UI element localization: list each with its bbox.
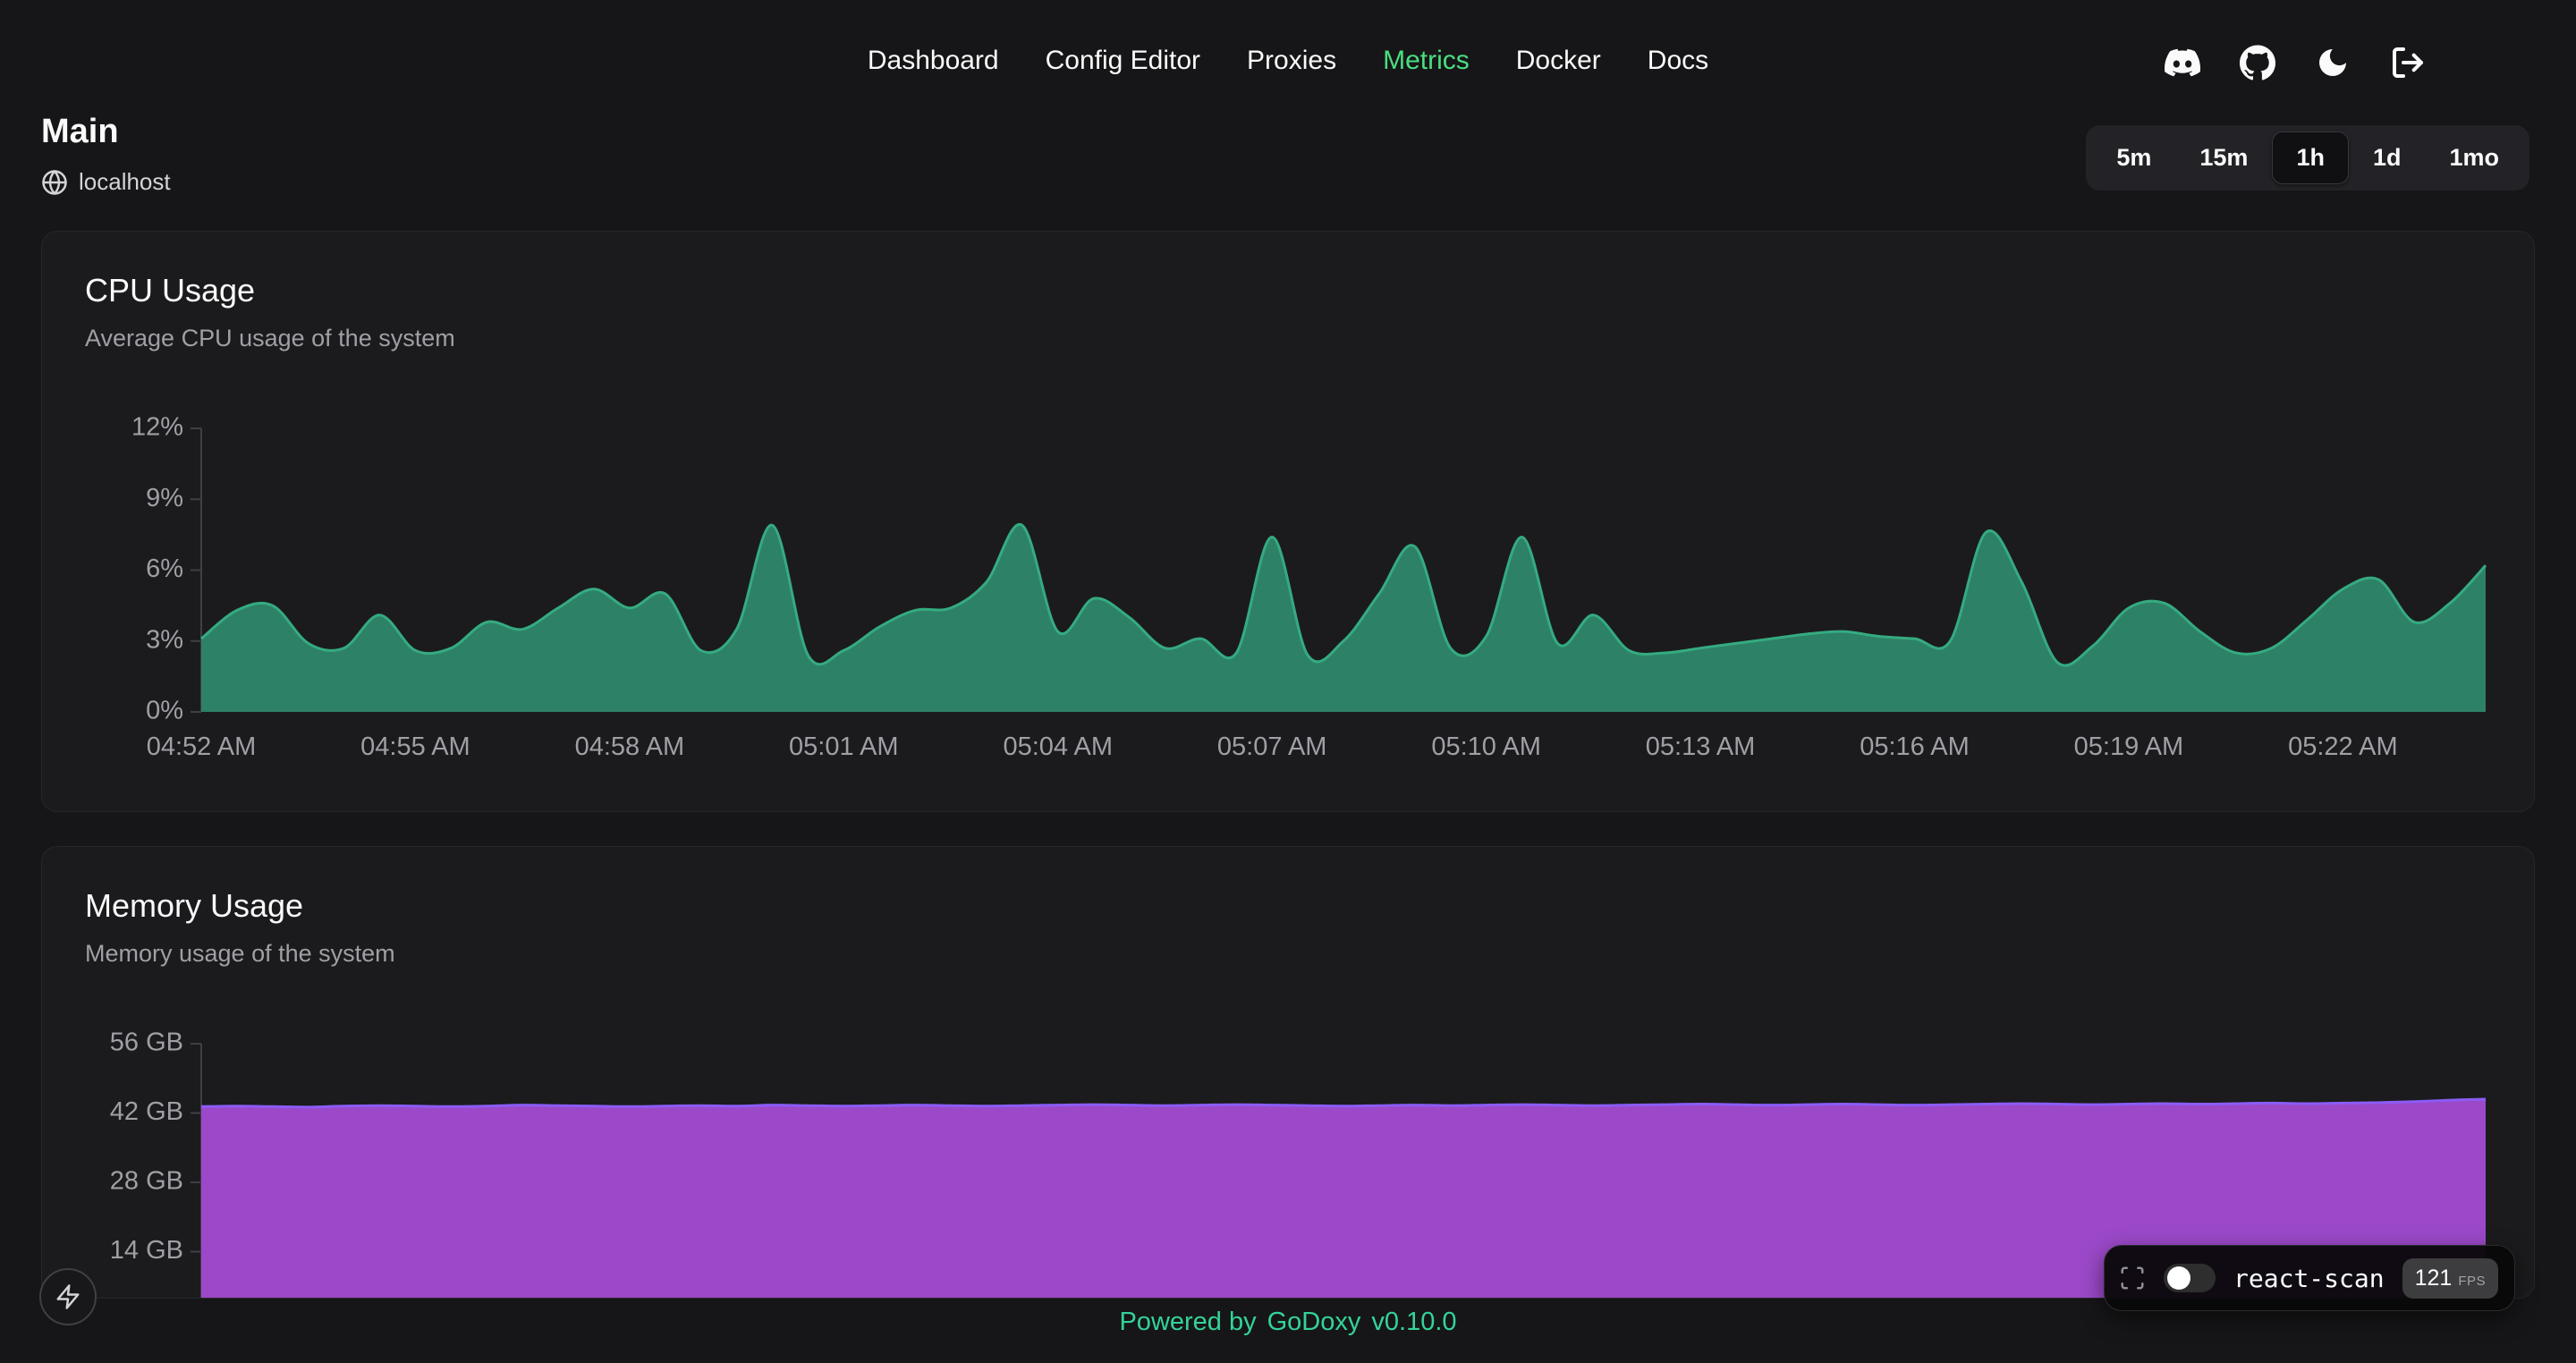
toggle-knob <box>2167 1266 2191 1290</box>
theme-moon-icon[interactable] <box>2315 45 2351 80</box>
header-icon-row <box>2165 45 2426 80</box>
x-tick-label: 05:13 AM <box>1646 732 1756 761</box>
y-tick-label: 0% <box>146 696 183 724</box>
x-tick-label: 05:22 AM <box>2288 732 2398 761</box>
react-scan-label: react-scan <box>2233 1263 2385 1293</box>
time-range-1h[interactable]: 1h <box>2272 131 2349 184</box>
globe-icon <box>42 169 67 195</box>
page-title: Main <box>41 113 119 150</box>
y-tick-label: 28 GB <box>110 1166 183 1195</box>
quick-actions-button[interactable] <box>39 1268 97 1325</box>
fps-badge: 121 FPS <box>2402 1257 2498 1299</box>
host-row: localhost <box>41 168 171 196</box>
memory-usage-card: Memory Usage Memory usage of the system … <box>41 846 2535 1299</box>
cpu-card-subtitle: Average CPU usage of the system <box>85 325 455 352</box>
x-tick-label: 04:55 AM <box>360 732 470 761</box>
x-tick-label: 05:10 AM <box>1431 732 1541 761</box>
x-tick-label: 05:04 AM <box>1003 732 1113 761</box>
y-tick-label: 14 GB <box>110 1236 183 1265</box>
fps-unit: FPS <box>2458 1273 2486 1289</box>
area-stroke <box>200 1097 2487 1108</box>
discord-icon[interactable] <box>2165 45 2200 80</box>
y-tick-label: 12% <box>131 412 183 441</box>
fps-value: 121 <box>2414 1265 2453 1291</box>
cpu-card-title: CPU Usage <box>85 272 256 309</box>
time-range-15m[interactable]: 15m <box>2199 144 2249 171</box>
nav-item-config-editor[interactable]: Config Editor <box>1045 46 1201 75</box>
time-range-1d[interactable]: 1d <box>2372 144 2402 171</box>
logout-icon[interactable] <box>2390 45 2426 80</box>
time-range-5m[interactable]: 5m <box>2116 144 2152 171</box>
y-tick-label: 6% <box>146 555 183 583</box>
scan-icon[interactable] <box>2119 1265 2146 1291</box>
y-tick-label: 9% <box>146 483 183 512</box>
x-tick-label: 05:01 AM <box>789 732 899 761</box>
time-range-selector: 5m 15m 1h 1d 1mo <box>2086 125 2529 190</box>
x-tick-label: 05:16 AM <box>1860 732 1970 761</box>
memory-card-subtitle: Memory usage of the system <box>85 940 395 968</box>
x-tick-label: 04:52 AM <box>147 732 257 761</box>
nav-item-dashboard[interactable]: Dashboard <box>867 46 999 75</box>
y-tick-label: 3% <box>146 625 183 654</box>
x-tick-label: 05:07 AM <box>1217 732 1327 761</box>
nav-item-proxies[interactable]: Proxies <box>1247 46 1337 75</box>
area-stroke <box>200 522 2487 667</box>
footer-version: v0.10.0 <box>1371 1308 1457 1336</box>
y-tick-label: 56 GB <box>110 1028 183 1056</box>
host-label: localhost <box>79 168 171 195</box>
footer: Powered by GoDoxy v0.10.0 <box>0 1308 2576 1337</box>
zap-icon <box>56 1284 80 1309</box>
nav-item-docs[interactable]: Docs <box>1647 46 1709 75</box>
memory-card-title: Memory Usage <box>85 887 304 924</box>
memory-usage-chart: 14 GB 28 GB 42 GB 56 GB <box>110 1028 2487 1298</box>
react-scan-widget[interactable]: react-scan 121 FPS <box>2104 1245 2515 1311</box>
cpu-usage-chart: 0% 3% 6% 9% 12% 04:52 AM 04:55 AM 04:58 AM 05:01… <box>131 412 2487 761</box>
x-tick-label: 05:19 AM <box>2074 732 2184 761</box>
area-fill <box>201 523 2486 712</box>
footer-godoxy-link[interactable]: GoDoxy <box>1267 1308 1361 1336</box>
top-nav: Dashboard Config Editor Proxies Metrics … <box>0 39 2576 82</box>
github-icon[interactable] <box>2240 45 2275 80</box>
y-tick-label: 42 GB <box>110 1097 183 1126</box>
footer-powered-by: Powered by <box>1119 1308 1257 1336</box>
x-tick-label: 04:58 AM <box>575 732 685 761</box>
nav-item-metrics[interactable]: Metrics <box>1383 46 1470 75</box>
cpu-usage-card: CPU Usage Average CPU usage of the syste… <box>41 231 2535 812</box>
react-scan-toggle[interactable] <box>2164 1264 2216 1292</box>
nav-item-docker[interactable]: Docker <box>1515 46 1601 75</box>
area-fill <box>201 1098 2486 1298</box>
time-range-1mo[interactable]: 1mo <box>2449 144 2499 171</box>
